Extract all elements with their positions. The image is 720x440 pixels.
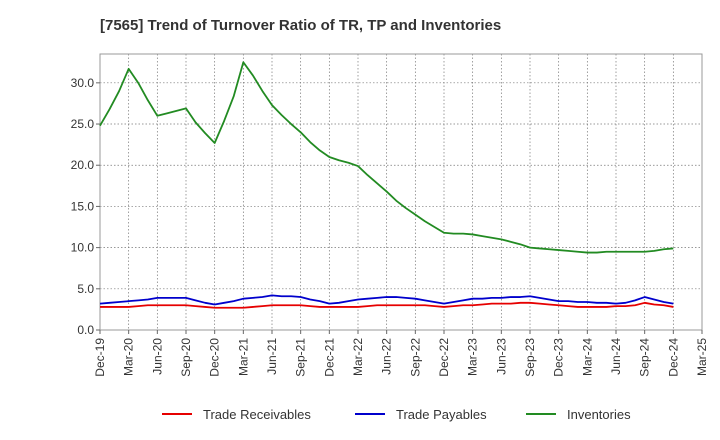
x-tick-label: Dec-20 — [208, 338, 222, 377]
y-tick-label: 30.0 — [71, 76, 95, 90]
x-tick-label: Jun-23 — [494, 338, 508, 375]
axes: 0.0 5.0 10.0 15.0 20.0 25.0 30.0 Dec-19 Mar-20 Ju… — [71, 53, 709, 377]
x-tick-label: Jun-21 — [265, 338, 279, 375]
y-tick-label: 10.0 — [71, 241, 95, 255]
x-tick-label: Jun-24 — [609, 338, 623, 375]
x-tick-label: Dec-23 — [552, 338, 566, 377]
y-tick-label: 15.0 — [71, 199, 95, 213]
x-tick-label: Dec-19 — [93, 338, 107, 377]
series-line-3 — [99, 61, 674, 254]
x-tick-label: Sep-22 — [408, 338, 422, 377]
x-tick-label: Dec-24 — [666, 338, 680, 377]
x-tick-label: Mar-23 — [466, 338, 480, 376]
series-line-1 — [100, 301, 674, 309]
y-tick-label: 5.0 — [77, 282, 94, 296]
chart-title: [7565] Trend of Turnover Ratio of TR, TP… — [100, 17, 501, 34]
series-lines — [99, 61, 674, 309]
x-tick-label: Mar-22 — [351, 338, 365, 376]
y-tick-label: 25.0 — [71, 117, 95, 131]
y-tick-label: 0.0 — [77, 323, 94, 337]
x-tick-label: Dec-22 — [437, 338, 451, 377]
x-tick-label: Sep-21 — [294, 338, 308, 377]
grid — [100, 54, 702, 330]
x-tick-label: Jun-20 — [150, 338, 164, 375]
x-tick-label: Sep-20 — [179, 338, 193, 377]
y-tick-label: 20.0 — [71, 158, 95, 172]
x-tick-label: Sep-24 — [638, 338, 652, 377]
x-tick-label: Sep-23 — [523, 338, 537, 377]
x-tick-label: Dec-21 — [322, 338, 336, 377]
legend: Trade Receivables Trade Payables Inventori… — [162, 407, 631, 422]
x-tick-label: Mar-21 — [236, 338, 250, 376]
series-line-2 — [99, 294, 674, 306]
x-tick-label: Mar-25 — [695, 338, 709, 376]
legend-label-1: Trade Receivables — [203, 407, 311, 422]
x-tick-label: Mar-24 — [580, 338, 594, 376]
x-tick-label: Jun-22 — [380, 338, 394, 375]
plot-area — [99, 53, 703, 331]
legend-label-3: Inventories — [567, 407, 631, 422]
legend-label-2: Trade Payables — [396, 407, 487, 422]
x-tick-label: Mar-20 — [122, 338, 136, 376]
